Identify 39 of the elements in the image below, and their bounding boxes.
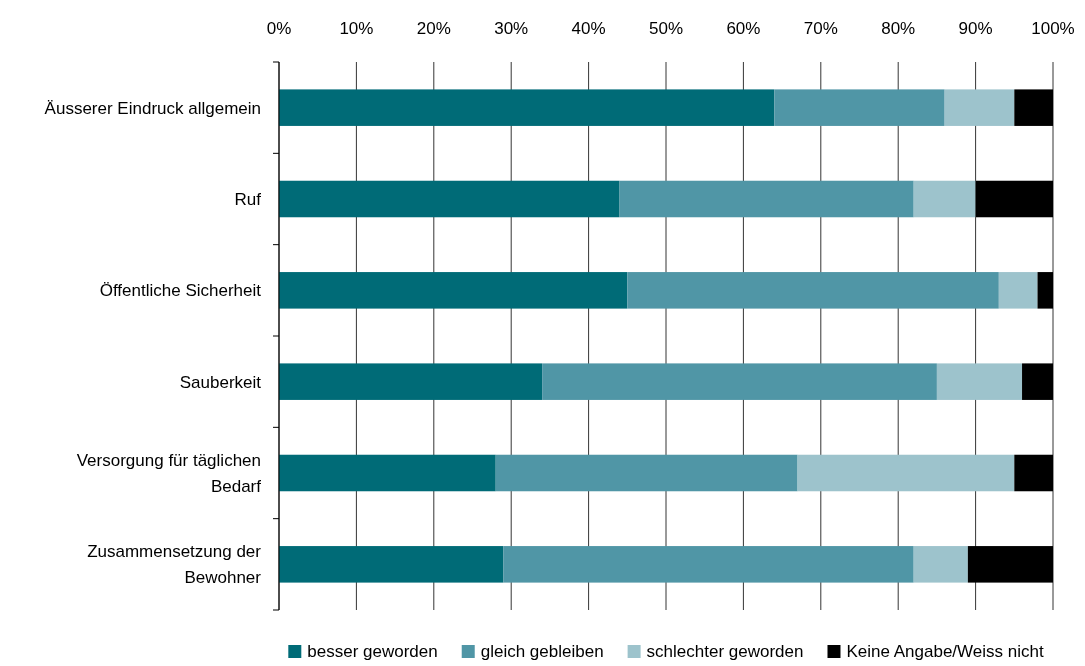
legend-label: gleich gebleiben	[480, 642, 604, 661]
legend-label: schlechter geworden	[646, 642, 804, 661]
x-tick-label: 90%	[958, 19, 993, 38]
bar	[913, 180, 976, 218]
bar	[279, 180, 620, 218]
y-tick-label: Äusserer Eindruck allgemein	[44, 98, 261, 118]
y-tick-label: Ruf	[234, 190, 262, 209]
x-tick-label: 60%	[726, 19, 761, 38]
x-tick-label: 70%	[803, 19, 838, 38]
x-tick-label: 50%	[648, 19, 684, 38]
legend-label: Keine Angabe/Weiss nicht	[846, 642, 1044, 661]
x-tick-label: 80%	[881, 19, 916, 38]
bar	[279, 546, 504, 583]
bar	[936, 363, 1023, 400]
y-tick-label: Versorgung für täglichen Bedarf	[76, 451, 262, 496]
x-tick-label: 20%	[416, 19, 451, 38]
legend-label: besser geworden	[307, 642, 438, 661]
bar	[913, 546, 968, 583]
bar	[503, 546, 914, 583]
x-tick-label: 0%	[266, 19, 292, 38]
y-tick-label: Zusammensetzung der Bewohner	[87, 542, 262, 588]
bar	[998, 272, 1038, 309]
x-tick-label: 10%	[339, 19, 374, 38]
x-tick-label: 40%	[571, 19, 606, 38]
bar	[619, 180, 914, 218]
bar	[774, 89, 945, 126]
bar	[627, 272, 999, 309]
y-tick-label: Öffentliche Sicherheit	[99, 281, 262, 301]
bar	[279, 89, 775, 126]
x-tick-label: 100%	[1031, 19, 1075, 38]
bar	[279, 363, 543, 400]
x-tick-label: 30%	[494, 19, 529, 38]
bar	[542, 363, 937, 400]
bar	[279, 272, 628, 309]
bar	[797, 454, 1015, 492]
bar	[495, 454, 798, 492]
bar	[944, 89, 1015, 126]
bar	[279, 454, 496, 492]
y-tick-label: Sauberkeit	[179, 372, 262, 392]
